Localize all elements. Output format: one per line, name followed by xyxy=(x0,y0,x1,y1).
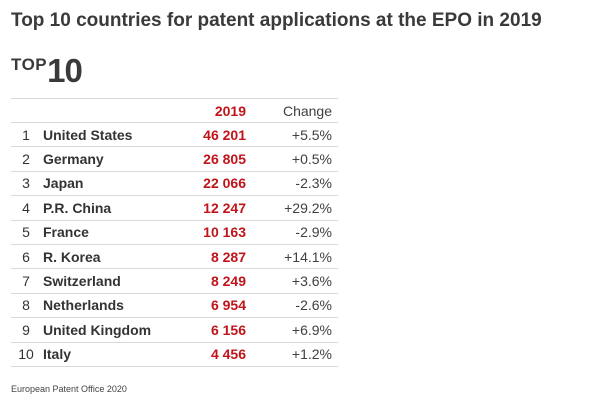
header-year: 2019 xyxy=(156,98,246,123)
table-row: 4 P.R. China 12 247 +29.2% xyxy=(11,195,338,221)
row-country: Italy xyxy=(39,342,156,367)
row-change: +5.5% xyxy=(246,122,338,148)
row-value: 4 456 xyxy=(156,342,246,367)
row-value: 26 805 xyxy=(156,146,246,172)
row-value: 8 287 xyxy=(156,244,246,270)
row-value: 8 249 xyxy=(156,268,246,294)
table-row: 3 Japan 22 066 -2.3% xyxy=(11,171,338,197)
header-country xyxy=(39,98,156,123)
row-change: -2.6% xyxy=(246,293,338,319)
row-country: Netherlands xyxy=(39,293,156,319)
row-value: 6 156 xyxy=(156,317,246,343)
row-rank: 10 xyxy=(11,342,39,367)
table-row: 8 Netherlands 6 954 -2.6% xyxy=(11,293,338,319)
table-header-row: 2019 Change xyxy=(11,98,338,123)
row-country: R. Korea xyxy=(39,244,156,270)
row-rank: 2 xyxy=(11,146,39,172)
row-change: +0.5% xyxy=(246,146,338,172)
row-change: +29.2% xyxy=(246,195,338,221)
row-change: +6.9% xyxy=(246,317,338,343)
header-rank xyxy=(11,98,39,123)
chart-title: Top 10 countries for patent applications… xyxy=(11,10,542,31)
row-rank: 9 xyxy=(11,317,39,343)
ranking-table: 2019 Change 1 United States 46 201 +5.5% 2 Ge… xyxy=(11,98,338,367)
source-note: European Patent Office 2020 xyxy=(11,384,127,394)
row-country: France xyxy=(39,220,156,245)
row-rank: 3 xyxy=(11,171,39,197)
table-row: 9 United Kingdom 6 156 +6.9% xyxy=(11,317,338,343)
row-country: Japan xyxy=(39,171,156,197)
table-row: 7 Switzerland 8 249 +3.6% xyxy=(11,268,338,294)
table-body: 1 United States 46 201 +5.5% 2 Germany 26 805 +… xyxy=(11,122,338,367)
row-value: 10 163 xyxy=(156,220,246,245)
header-change: Change xyxy=(246,98,338,123)
row-rank: 6 xyxy=(11,244,39,270)
row-change: +1.2% xyxy=(246,342,338,367)
row-value: 22 066 xyxy=(156,171,246,197)
row-country: United Kingdom xyxy=(39,317,156,343)
row-country: United States xyxy=(39,122,156,148)
row-value: 46 201 xyxy=(156,122,246,148)
row-change: +14.1% xyxy=(246,244,338,270)
row-country: Switzerland xyxy=(39,268,156,294)
row-rank: 7 xyxy=(11,268,39,294)
table-row: 5 France 10 163 -2.9% xyxy=(11,220,338,245)
row-rank: 8 xyxy=(11,293,39,319)
table-row: 6 R. Korea 8 287 +14.1% xyxy=(11,244,338,270)
row-change: +3.6% xyxy=(246,268,338,294)
table-row: 1 United States 46 201 +5.5% xyxy=(11,122,338,148)
row-rank: 4 xyxy=(11,195,39,221)
row-country: P.R. China xyxy=(39,195,156,221)
row-rank: 5 xyxy=(11,220,39,245)
row-value: 12 247 xyxy=(156,195,246,221)
row-change: -2.9% xyxy=(246,220,338,245)
row-country: Germany xyxy=(39,146,156,172)
table-row: 2 Germany 26 805 +0.5% xyxy=(11,146,338,172)
logo-number-text: 10 xyxy=(47,52,83,89)
table-row: 10 Italy 4 456 +1.2% xyxy=(11,342,338,367)
top10-logo: TOP10 xyxy=(11,52,83,90)
row-rank: 1 xyxy=(11,122,39,148)
row-change: -2.3% xyxy=(246,171,338,197)
row-value: 6 954 xyxy=(156,293,246,319)
logo-top-text: TOP xyxy=(11,55,48,74)
